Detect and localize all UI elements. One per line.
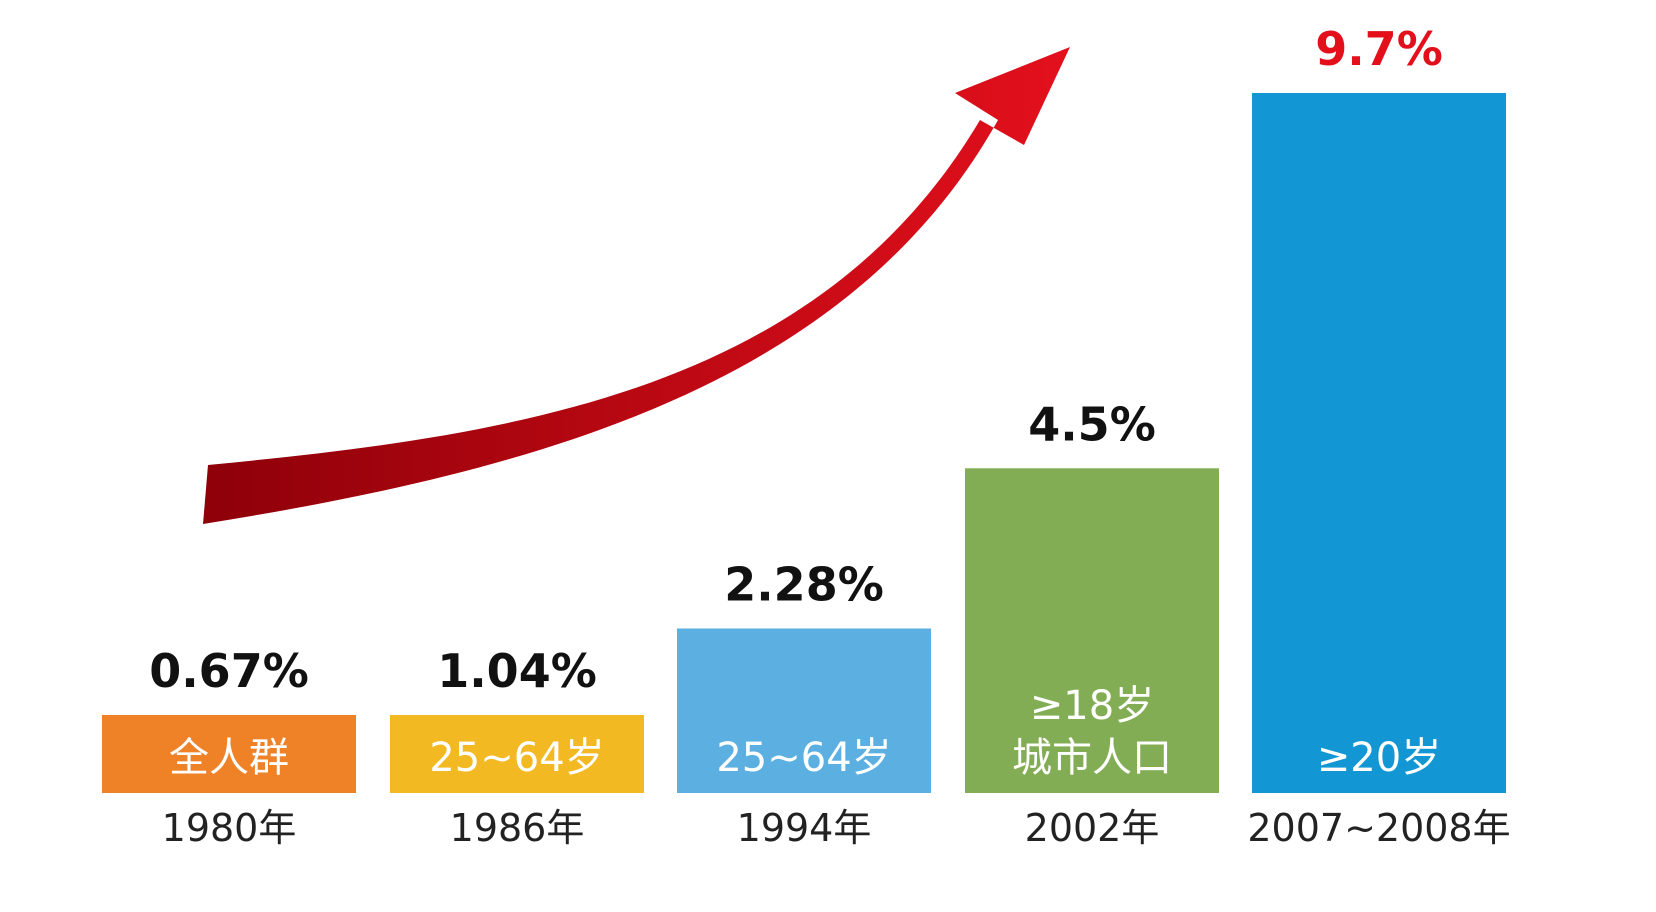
value-label-1: 0.67% <box>149 644 309 698</box>
bar-2 <box>390 715 644 793</box>
category-label-2: 1986年 <box>450 806 585 850</box>
value-label-4: 4.5% <box>1028 397 1156 451</box>
value-label-2: 1.04% <box>437 644 597 698</box>
bars-layer <box>102 93 1506 793</box>
category-label-1: 1980年 <box>162 806 297 850</box>
value-label-5: 9.7% <box>1315 22 1443 76</box>
bar-label-1-line-1: 全人群 <box>169 735 289 781</box>
bar-3 <box>677 628 931 793</box>
value-label-3: 2.28% <box>724 557 884 611</box>
bar-label-3-line-1: 25~64岁 <box>716 735 891 781</box>
bar-4 <box>965 468 1219 793</box>
category-label-5: 2007~2008年 <box>1247 806 1510 850</box>
labels-layer: 0.67% 全人群 1980年 1.04% 25~64岁 1986年 2.28% 25~64岁… <box>149 22 1510 850</box>
bar-label-4-line-2: 城市人口 <box>1012 735 1172 781</box>
trend-arrow-icon <box>203 47 1070 524</box>
bar-1 <box>102 715 356 793</box>
bar-label-4-line-1: ≥18岁 <box>1030 683 1154 729</box>
category-label-3: 1994年 <box>737 806 872 850</box>
category-label-4: 2002年 <box>1025 806 1160 850</box>
bar-label-2-line-1: 25~64岁 <box>429 735 604 781</box>
bar-5 <box>1252 93 1506 793</box>
bar-label-5-line-1: ≥20岁 <box>1317 735 1441 781</box>
